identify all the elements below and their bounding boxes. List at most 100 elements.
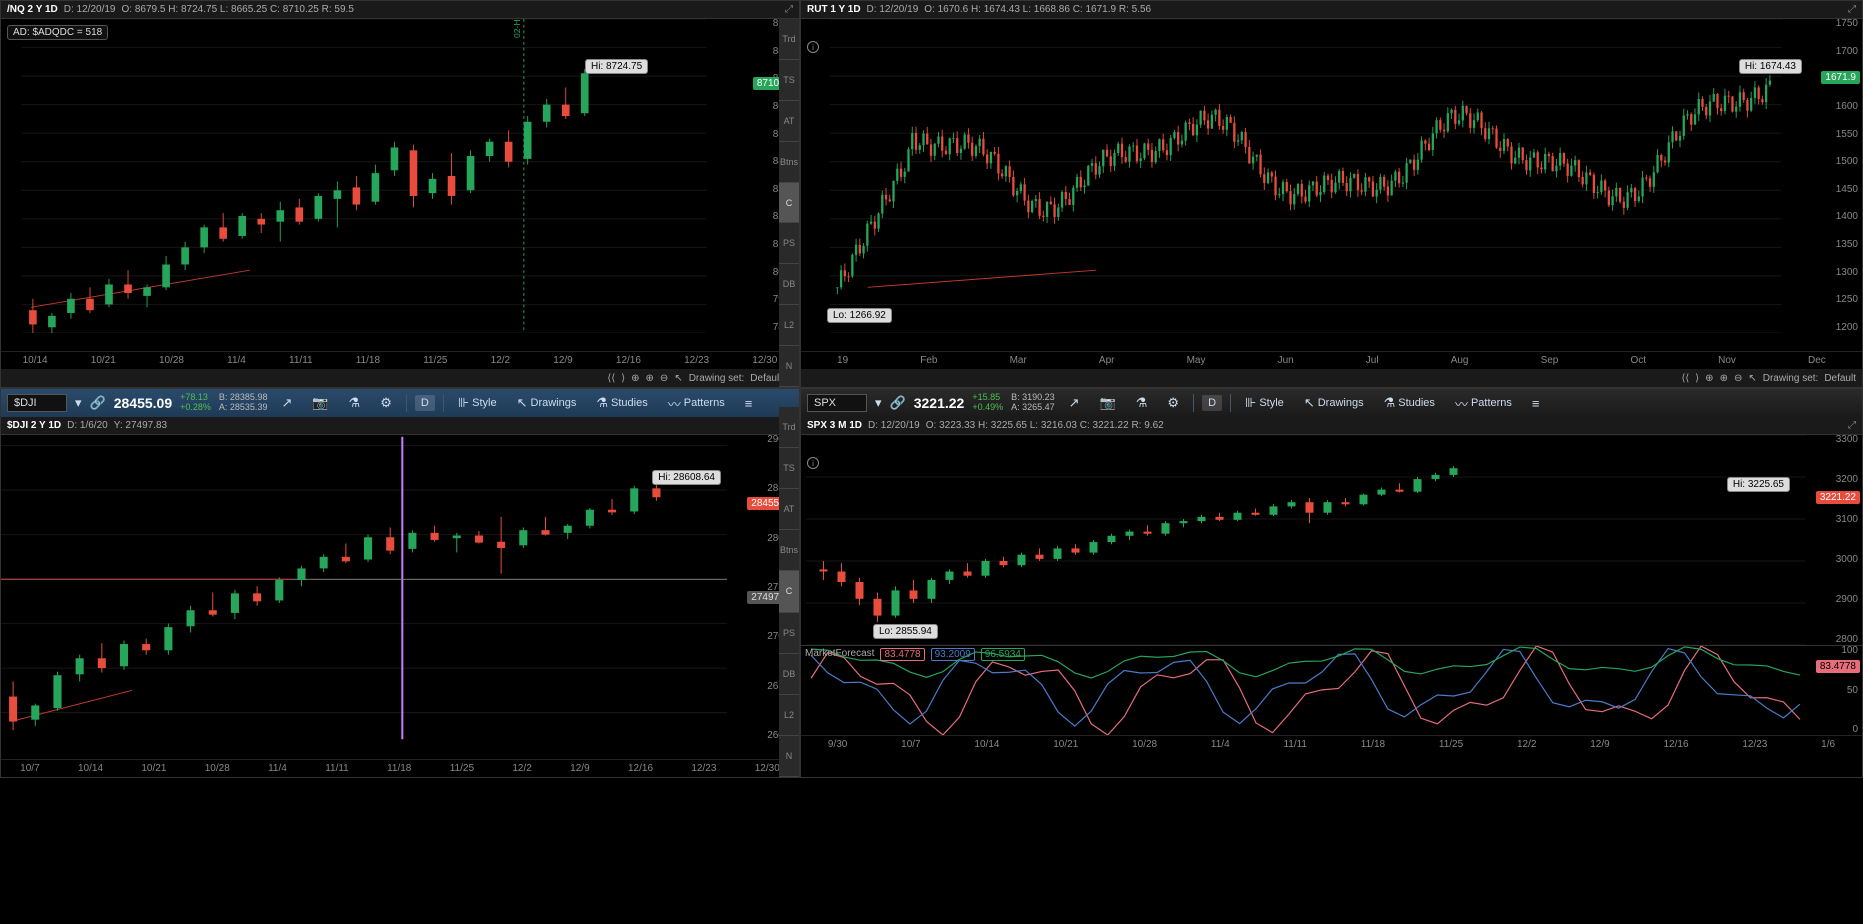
drawset-value[interactable]: Default (750, 373, 782, 384)
candle-icon: ⊪ (458, 395, 469, 411)
zoom-in-icon[interactable]: ⊕ (646, 373, 654, 384)
camera-icon[interactable]: 📷 (1094, 393, 1122, 413)
pattern-icon: 〰 (668, 394, 681, 413)
spx-last-price: 3221.22 (1816, 491, 1860, 504)
style-button[interactable]: ⊪Style (1239, 393, 1290, 413)
sidestrip-c[interactable]: C (779, 571, 799, 612)
sidestrip-trd[interactable]: Trd (779, 407, 799, 448)
flask-icon[interactable]: ⚗ (343, 393, 367, 413)
mf-v3: 96.5934 (981, 648, 1025, 661)
flask-icon[interactable]: ⚗ (1130, 393, 1154, 413)
dji-price: 28455.09 (114, 395, 172, 411)
sidestrip-c[interactable]: C (779, 183, 799, 224)
sidestrip-l2[interactable]: L2 (779, 695, 799, 736)
patterns-button[interactable]: 〰Patterns (1449, 392, 1518, 415)
flask-icon: ⚗ (596, 395, 608, 411)
gear-icon[interactable]: ⚙ (1161, 393, 1185, 413)
dji-panel: $DJI ▾ 🔗 28455.09 +78.13 +0.28% B: 28385… (0, 388, 800, 778)
style-button[interactable]: ⊪Style (452, 393, 503, 413)
spx-marketforecast: MarketForecast 83.4778 93.2009 96.5934 1… (801, 645, 1862, 735)
sidestrip-db[interactable]: DB (779, 654, 799, 695)
gear-icon[interactable]: ⚙ (374, 393, 398, 413)
spx-ohlc: O: 3223.33 H: 3225.65 L: 3216.03 C: 3221… (926, 420, 1164, 431)
share-icon[interactable]: ↗ (275, 393, 298, 413)
list-icon[interactable]: ≡ (1526, 394, 1546, 413)
rut-chart[interactable]: i 17501700165016001550150014501400135013… (801, 19, 1862, 351)
studies-button[interactable]: ⚗Studies (1378, 393, 1441, 413)
studies-button[interactable]: ⚗Studies (590, 393, 653, 413)
spx-symbol-input[interactable]: SPX (807, 394, 867, 412)
dji-symbol-input[interactable]: $DJI (7, 394, 67, 412)
mf-v2: 93.2009 (931, 648, 975, 661)
dropdown-icon[interactable]: ▾ (75, 395, 82, 411)
drawings-button[interactable]: ↖Drawings (1298, 393, 1370, 413)
sidestrip-ts[interactable]: TS (779, 448, 799, 489)
pointer-icon: ↖ (1304, 395, 1315, 411)
timeframe-button[interactable]: D (415, 395, 435, 411)
nav-right-icon[interactable]: ⟩ (621, 373, 625, 384)
spx-chart[interactable]: i 330032003100300029002800 Hi: 3225.65 L… (801, 435, 1862, 645)
rut-drawset-bar: ⟨⟨ ⟩ ⊕ ⊕ ⊖ ↖ Drawing set: Default (801, 369, 1862, 387)
drawset-value[interactable]: Default (1824, 373, 1856, 384)
sidestrip-btns[interactable]: Btns (779, 142, 799, 183)
link-icon[interactable]: 🔗 (890, 395, 906, 411)
share-icon[interactable]: ↗ (1063, 393, 1086, 413)
spx-panel: SPX ▾ 🔗 3221.22 +15.85 +0.49% B: 3190.23… (800, 388, 1863, 778)
nav-left-icon[interactable]: ⟨⟨ (607, 373, 615, 384)
list-icon[interactable]: ≡ (739, 394, 759, 413)
zoom-out-icon[interactable]: ⊖ (1734, 373, 1742, 384)
spx-toolbar: SPX ▾ 🔗 3221.22 +15.85 +0.49% B: 3190.23… (801, 389, 1862, 417)
dji-info-bar: $DJI 2 Y 1D D: 1/6/20 Y: 27497.83 ⤢ (1, 417, 799, 435)
pattern-icon: 〰 (1455, 394, 1468, 413)
mf-label: MarketForecast (805, 648, 874, 661)
dji-ask: A: 28535.39 (219, 403, 268, 413)
spx-title: SPX 3 M 1D (807, 420, 862, 431)
collapse-icon[interactable]: ⤢ (1848, 420, 1856, 431)
dji-yval: Y: 27497.83 (114, 420, 167, 431)
cursor-icon[interactable]: ↖ (674, 373, 682, 384)
target-icon[interactable]: ⊕ (1705, 373, 1713, 384)
sidestrip-ps[interactable]: PS (779, 223, 799, 264)
rut-ohlc: O: 1670.6 H: 1674.43 L: 1668.86 C: 1671.… (924, 4, 1151, 15)
nq-xaxis: 10/1410/2110/2811/411/1111/1811/2512/212… (1, 351, 799, 369)
patterns-button[interactable]: 〰Patterns (662, 392, 731, 415)
zoom-out-icon[interactable]: ⊖ (660, 373, 668, 384)
sidestrip-btns[interactable]: Btns (779, 530, 799, 571)
rut-xaxis: 19FebMarAprMayJunJulAugSepOctNovDec (801, 351, 1862, 369)
link-icon[interactable]: 🔗 (90, 395, 106, 411)
camera-icon[interactable]: 📷 (306, 393, 334, 413)
sidestrip-at[interactable]: AT (779, 489, 799, 530)
nav-left-icon[interactable]: ⟨⟨ (1681, 373, 1689, 384)
nq-date: D: 12/20/19 (64, 4, 116, 15)
nq-info-bar: /NQ 2 Y 1D D: 12/20/19 O: 8679.5 H: 8724… (1, 1, 799, 19)
collapse-icon[interactable]: ⤢ (785, 4, 793, 15)
flask-icon: ⚗ (1384, 395, 1396, 411)
drawings-button[interactable]: ↖Drawings (511, 393, 583, 413)
nq-title: /NQ 2 Y 1D (7, 4, 58, 15)
rut-last-price: 1671.9 (1821, 71, 1860, 84)
sidestrip-n[interactable]: N (779, 346, 799, 387)
nq-panel: /NQ 2 Y 1D D: 12/20/19 O: 8679.5 H: 8724… (0, 0, 800, 388)
target-icon[interactable]: ⊕ (631, 373, 639, 384)
nq-chart[interactable]: AD: $ADQDC = 518 02-HÖN-20 8900880087008… (1, 19, 799, 351)
sidestrip-at[interactable]: AT (779, 101, 799, 142)
dji-chart[interactable]: 29000285002800027500270002650026000 Hi: … (1, 435, 799, 759)
sidestrip-ps[interactable]: PS (779, 613, 799, 654)
dji-xaxis: 10/710/1410/2110/2811/411/1111/1811/2512… (1, 759, 799, 777)
nav-right-icon[interactable]: ⟩ (1695, 373, 1699, 384)
collapse-icon[interactable]: ⤢ (1848, 4, 1856, 15)
timeframe-button[interactable]: D (1202, 395, 1222, 411)
zoom-in-icon[interactable]: ⊕ (1720, 373, 1728, 384)
spx-ask: A: 3265.47 (1011, 403, 1055, 413)
sidestrip-db[interactable]: DB (779, 264, 799, 305)
sidestrip-n[interactable]: N (779, 736, 799, 777)
dropdown-icon[interactable]: ▾ (875, 395, 882, 411)
cursor-icon[interactable]: ↖ (1748, 373, 1756, 384)
spx-price: 3221.22 (914, 395, 965, 411)
sidestrip-l2[interactable]: L2 (779, 305, 799, 346)
dji-change-pct: +0.28% (180, 403, 211, 413)
sidestrip-trd[interactable]: Trd (779, 19, 799, 60)
sidestrip-ts[interactable]: TS (779, 60, 799, 101)
spx-change-pct: +0.49% (972, 403, 1003, 413)
nq-hi-label: Hi: 8724.75 (585, 59, 648, 74)
